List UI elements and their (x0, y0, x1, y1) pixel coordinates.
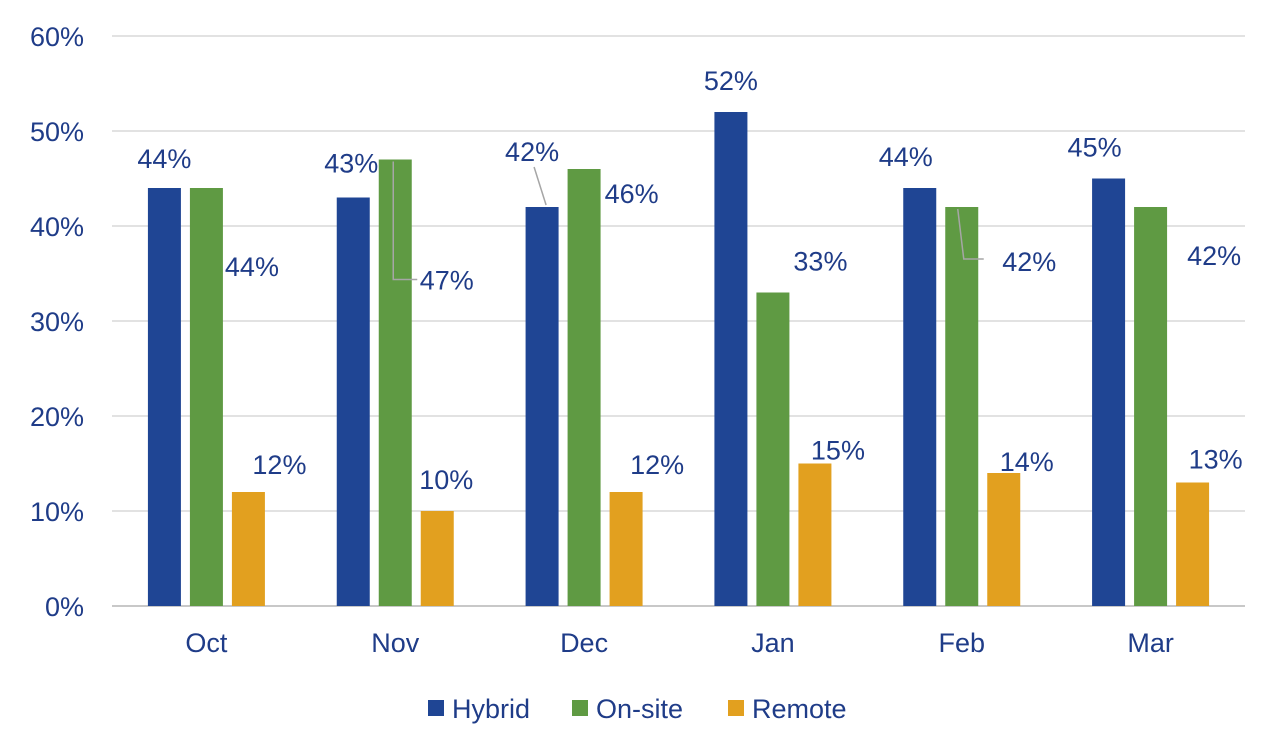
x-category-label: Jan (751, 628, 795, 658)
leader-lines (392, 161, 984, 281)
legend: Hybrid On-site Remote (428, 694, 847, 724)
data-label-on-site-feb: 42% (1002, 247, 1056, 277)
data-labels: 44% 43% 42% 52% 44% 45% 44% 47% 46% 33% 42% 42% 12% 1… (137, 66, 1242, 495)
bar-on-site-mar (1134, 207, 1168, 606)
grid (112, 35, 1245, 607)
data-label-hybrid-mar: 45% (1068, 133, 1122, 163)
bar-on-site-dec (567, 169, 601, 606)
data-label-on-site-dec: 46% (605, 179, 659, 209)
bar-on-site-jan (756, 292, 790, 606)
data-label-on-site-mar: 42% (1187, 241, 1241, 271)
data-label-remote-jan: 15% (811, 436, 865, 466)
bar-hybrid-feb (903, 188, 937, 606)
data-label-on-site-nov: 47% (420, 266, 474, 296)
data-label-hybrid-jan: 52% (704, 66, 758, 96)
x-category-label: Nov (371, 628, 420, 658)
leader-line (533, 166, 547, 206)
data-label-remote-oct: 12% (252, 450, 306, 480)
y-tick-label: 60% (30, 22, 84, 52)
bar-hybrid-nov (336, 197, 370, 606)
data-label-hybrid-nov: 43% (324, 149, 378, 179)
leader-line (392, 161, 418, 281)
bar-remote-oct (231, 492, 265, 606)
data-label-hybrid-oct: 44% (137, 144, 191, 174)
bar-remote-dec (609, 492, 643, 606)
legend-label-hybrid: Hybrid (452, 694, 530, 724)
bar-hybrid-mar (1092, 178, 1126, 606)
data-label-hybrid-feb: 44% (879, 142, 933, 172)
x-category-label: Feb (938, 628, 985, 658)
data-label-hybrid-dec: 42% (505, 137, 559, 167)
bar-hybrid-dec (525, 207, 559, 606)
data-label-remote-mar: 13% (1189, 445, 1243, 475)
x-category-label: Dec (560, 628, 608, 658)
bar-remote-mar (1176, 482, 1210, 606)
x-category-label: Mar (1127, 628, 1174, 658)
data-label-remote-dec: 12% (630, 450, 684, 480)
bar-hybrid-oct (147, 188, 181, 606)
y-tick-label: 30% (30, 307, 84, 337)
legend-label-remote: Remote (752, 694, 847, 724)
legend-swatch-hybrid (428, 700, 444, 716)
y-tick-label: 0% (45, 592, 84, 622)
data-label-on-site-oct: 44% (225, 252, 279, 282)
bar-remote-jan (798, 463, 832, 606)
data-label-remote-nov: 10% (419, 465, 473, 495)
legend-swatch-on-site (572, 700, 588, 716)
x-category-label: Oct (185, 628, 228, 658)
bar-remote-feb (987, 473, 1021, 606)
y-tick-label: 10% (30, 497, 84, 527)
bar-on-site-feb (945, 207, 979, 606)
bar-on-site-oct (189, 188, 223, 606)
legend-swatch-remote (728, 700, 744, 716)
y-tick-label: 40% (30, 212, 84, 242)
y-tick-label: 20% (30, 402, 84, 432)
y-tick-label: 50% (30, 117, 84, 147)
data-label-remote-feb: 14% (1000, 447, 1054, 477)
x-axis-categories: Oct Nov Dec Jan Feb Mar (185, 628, 1173, 658)
data-label-on-site-jan: 33% (793, 247, 847, 277)
y-axis-ticks: 0% 10% 20% 30% 40% 50% 60% (30, 22, 84, 622)
bar-remote-nov (420, 511, 454, 606)
bar-hybrid-jan (714, 112, 748, 606)
bar-on-site-nov (378, 159, 412, 606)
legend-label-on-site: On-site (596, 694, 683, 724)
bars (147, 112, 1210, 606)
leader-line (957, 208, 984, 260)
